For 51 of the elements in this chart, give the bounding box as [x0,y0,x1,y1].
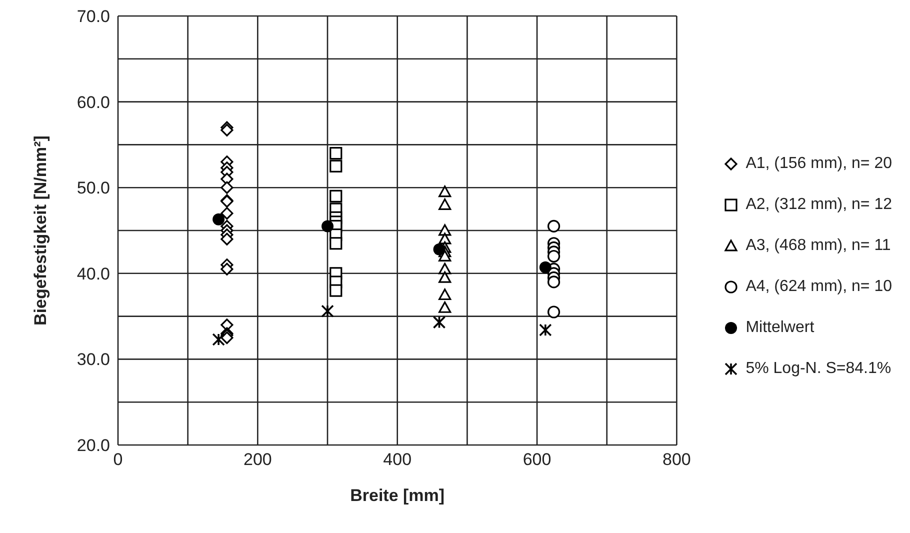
y-axis-title: Biegefestigkeit [N/mm²] [31,136,50,326]
y-tick-label: 20.0 [76,436,110,456]
point [220,331,234,344]
x-tick-label: 200 [243,450,272,470]
y-tick-label: 50.0 [76,178,110,198]
point [330,237,342,250]
point [438,250,452,262]
point [539,324,552,336]
point [330,160,342,172]
x-axis-title: Breite [mm] [350,486,445,505]
y-tick-label: 40.0 [76,264,110,284]
point [220,232,234,246]
point [438,288,452,300]
x-tick-label: 0 [113,450,123,470]
point [539,261,552,274]
legend-label: A1, (156 mm), n= 20 [746,155,892,173]
legend-label: 5% Log-N. S=84.1% [746,360,892,378]
legend-label: A3, (468 mm), n= 11 [746,237,891,255]
point [330,284,342,297]
point [547,220,560,233]
legend-label: A4, (624 mm), n= 10 [746,278,892,296]
point [432,316,446,329]
y-tick-label: 70.0 [76,7,110,26]
point [438,232,452,244]
point [220,207,234,220]
legend-label: A2, (312 mm), n= 12 [746,196,892,214]
point [438,301,452,313]
legend-label: Mittelwert [746,319,814,337]
point [547,250,560,263]
point [438,186,452,198]
point [330,190,342,202]
y-tick-label: 60.0 [76,92,110,112]
y-tick-label: 30.0 [76,350,110,370]
point [220,262,234,276]
point [220,124,234,136]
point [220,181,234,194]
point [547,276,560,288]
point [212,213,225,226]
point [321,304,334,318]
point [438,262,452,274]
point [438,224,452,236]
x-tick-label: 400 [383,450,412,470]
point [330,146,342,160]
point [438,271,452,283]
point [322,220,334,232]
point [212,333,225,346]
x-tick-label: 800 [662,450,691,470]
point [438,198,452,210]
point [433,243,446,256]
point [547,306,560,318]
x-tick-label: 600 [522,450,552,470]
